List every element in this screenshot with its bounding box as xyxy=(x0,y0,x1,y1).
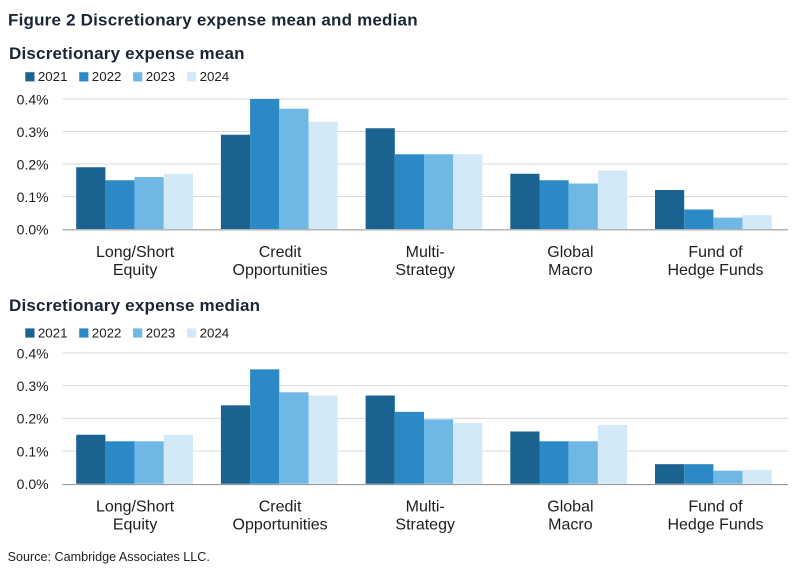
svg-text:Opportunities: Opportunities xyxy=(233,262,328,279)
svg-text:0.2%: 0.2% xyxy=(17,156,49,172)
svg-text:2021: 2021 xyxy=(38,69,68,84)
svg-text:2024: 2024 xyxy=(200,69,230,84)
svg-text:0.1%: 0.1% xyxy=(17,443,49,459)
svg-text:Discretionary expense mean: Discretionary expense mean xyxy=(9,44,245,63)
svg-text:Equity: Equity xyxy=(113,262,157,279)
svg-text:Long/Short: Long/Short xyxy=(96,499,175,516)
svg-text:0.1%: 0.1% xyxy=(17,189,49,205)
svg-text:Macro: Macro xyxy=(548,517,593,534)
svg-text:0.2%: 0.2% xyxy=(17,411,49,427)
svg-text:Multi-: Multi- xyxy=(406,244,445,261)
svg-text:Strategy: Strategy xyxy=(395,262,455,279)
svg-text:2023: 2023 xyxy=(146,325,176,340)
svg-text:Global: Global xyxy=(547,244,593,261)
svg-text:0.0%: 0.0% xyxy=(17,221,49,237)
svg-text:Credit: Credit xyxy=(259,244,302,261)
svg-text:Long/Short: Long/Short xyxy=(96,244,175,261)
svg-text:Fund of: Fund of xyxy=(688,499,743,516)
svg-text:Discretionary expense median: Discretionary expense median xyxy=(9,296,260,315)
svg-text:Hedge Funds: Hedge Funds xyxy=(667,517,763,534)
svg-text:Hedge Funds: Hedge Funds xyxy=(667,262,763,279)
svg-text:Credit: Credit xyxy=(259,499,302,516)
svg-text:0.3%: 0.3% xyxy=(17,124,49,140)
svg-text:Multi-: Multi- xyxy=(406,499,445,516)
svg-text:2023: 2023 xyxy=(146,69,176,84)
svg-text:0.3%: 0.3% xyxy=(17,378,49,394)
svg-text:0.4%: 0.4% xyxy=(17,345,49,361)
svg-text:Macro: Macro xyxy=(548,262,593,279)
svg-text:Equity: Equity xyxy=(113,517,157,534)
svg-text:Figure 2 Discretionary expense: Figure 2 Discretionary expense mean and … xyxy=(8,10,418,29)
svg-text:Fund of: Fund of xyxy=(688,244,743,261)
svg-text:Source: Cambridge Associates L: Source: Cambridge Associates LLC. xyxy=(8,550,210,564)
svg-text:Strategy: Strategy xyxy=(395,517,455,534)
svg-text:0.4%: 0.4% xyxy=(17,91,49,107)
svg-text:2022: 2022 xyxy=(92,69,122,84)
svg-text:Opportunities: Opportunities xyxy=(233,517,328,534)
svg-text:2022: 2022 xyxy=(92,325,122,340)
svg-text:2024: 2024 xyxy=(200,325,230,340)
svg-text:2021: 2021 xyxy=(38,325,68,340)
svg-text:Global: Global xyxy=(547,499,593,516)
svg-text:0.0%: 0.0% xyxy=(17,476,49,492)
